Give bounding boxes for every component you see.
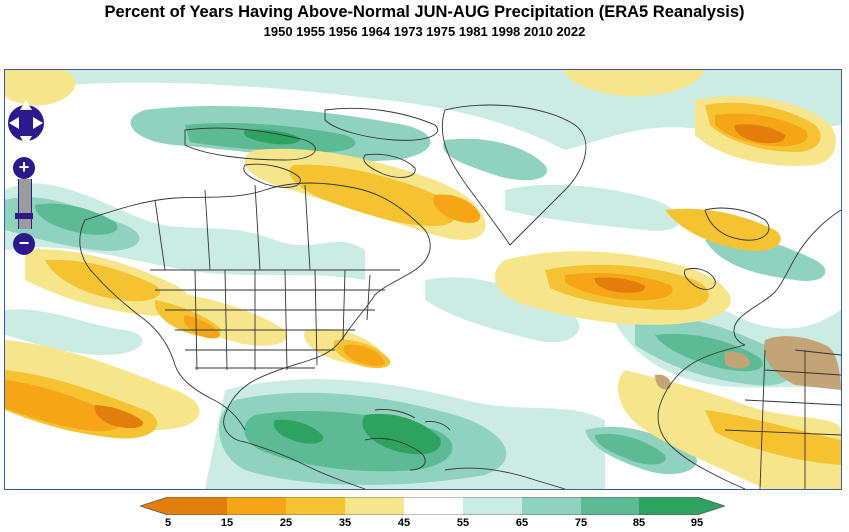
zoom-track[interactable] [18, 179, 32, 229]
zoom-control: + − [13, 157, 37, 255]
band-85-95 [243, 129, 441, 455]
pan-right-icon[interactable] [33, 117, 43, 129]
zoom-out-button[interactable]: − [13, 233, 35, 255]
colorbar-segment [286, 497, 345, 515]
colorbar-segment [522, 497, 581, 515]
map-canvas [5, 70, 841, 489]
colorbar-label: 25 [279, 517, 293, 529]
colorbar-extend-low [140, 497, 168, 515]
pan-left-icon[interactable] [9, 117, 19, 129]
colorbar-label: 75 [574, 517, 588, 529]
pan-down-icon[interactable] [20, 136, 32, 146]
colorbar-label: 15 [220, 517, 234, 529]
country-borders [79, 104, 841, 489]
colorbar-segment [463, 497, 522, 515]
zoom-in-button[interactable]: + [13, 157, 35, 179]
map-title: Percent of Years Having Above-Normal JUN… [104, 3, 745, 21]
colorbar-label: 5 [164, 517, 172, 529]
colorbar-label: 55 [456, 517, 470, 529]
colorbar-label: 45 [397, 517, 411, 529]
colorbar-segment [227, 497, 286, 515]
colorbar-label: 95 [690, 517, 704, 529]
colorbar-segment [639, 497, 697, 515]
pan-up-icon[interactable] [20, 100, 32, 110]
colorbar-label: 35 [338, 517, 352, 529]
colorbar [140, 497, 725, 515]
map-subtitle: 1950 1955 1956 1964 1973 1975 1981 1998 … [263, 24, 586, 39]
colorbar-label: 65 [515, 517, 529, 529]
colorbar-segment [168, 497, 227, 515]
band-5-15 [94, 124, 786, 429]
pan-control[interactable] [6, 92, 46, 154]
precipitation-map[interactable] [4, 69, 842, 490]
colorbar-segment [404, 497, 463, 515]
colorbar-extend-high [697, 497, 725, 515]
colorbar-segment [345, 497, 404, 515]
colorbar-segment [581, 497, 639, 515]
colorbar-label: 85 [632, 517, 646, 529]
dry-land-area [655, 336, 841, 390]
zoom-slider-handle[interactable] [15, 213, 33, 219]
